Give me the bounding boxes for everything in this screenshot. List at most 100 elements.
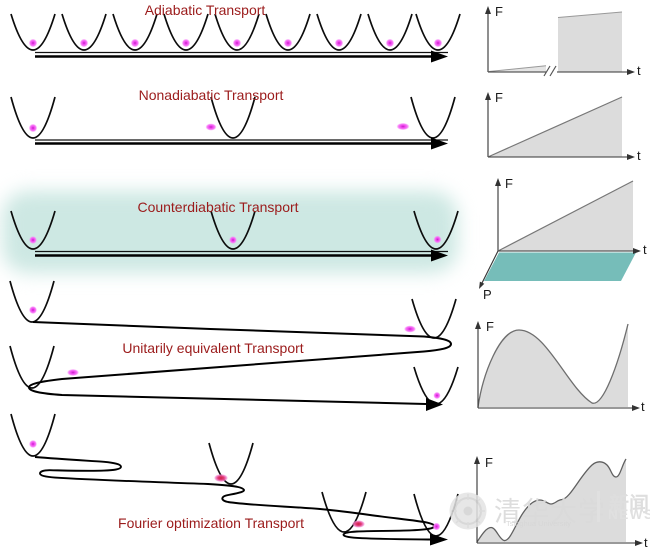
graph-fourier <box>474 456 643 546</box>
counterdiabatic-band <box>484 252 636 281</box>
particle-dot-excited <box>214 474 228 482</box>
graph1-xlabel: t <box>637 63 641 78</box>
row-counterdiabatic-wells <box>10 210 459 250</box>
zigzag-trajectory <box>27 321 453 405</box>
title-adiabatic: Adiabatic Transport <box>144 2 266 18</box>
graph-counterdiabatic <box>479 178 641 289</box>
force-curve-fill <box>477 459 626 542</box>
particle-dot <box>79 38 89 48</box>
arrowhead-icon <box>431 137 448 150</box>
title-unitarily: Unitarily equivalent Transport <box>122 340 304 356</box>
row-unitarily-particles <box>29 306 441 400</box>
axis-break-icon <box>549 65 557 77</box>
potential-well <box>413 210 459 250</box>
particle-dot <box>29 440 37 448</box>
graph2-xlabel: t <box>637 148 641 163</box>
particle-dot-excited <box>352 520 365 528</box>
particle-dot <box>433 235 442 244</box>
potential-well <box>10 210 56 250</box>
potential-well <box>208 442 254 485</box>
potential-well <box>214 13 260 51</box>
force-curve-fill <box>478 324 628 407</box>
arrowhead-icon <box>495 178 501 186</box>
particle-dot <box>433 38 443 48</box>
row-nonadiabatic-wells <box>10 96 456 139</box>
potential-well <box>210 96 256 139</box>
graph3-xlabel: t <box>643 242 647 257</box>
arrowhead-icon <box>475 321 481 329</box>
particle-dot <box>433 391 441 400</box>
graph3-ylabel: F <box>505 176 513 191</box>
potential-well <box>10 96 56 139</box>
force-curve <box>477 323 629 408</box>
particle-dot <box>334 38 344 48</box>
arrowhead-icon <box>627 69 635 75</box>
title-nonadiabatic: Nonadiabatic Transport <box>138 87 284 103</box>
particle-dot-lagging <box>205 123 217 131</box>
row-nonadiabatic-arrow <box>35 137 448 150</box>
force-curve <box>476 458 627 543</box>
arrowhead-icon <box>474 456 480 464</box>
arrowhead-icon <box>430 533 448 546</box>
arrowhead-icon <box>426 398 443 411</box>
row-nonadiabatic-particles <box>28 122 410 133</box>
potential-well <box>316 13 362 51</box>
row-unitarily-wells <box>9 280 459 405</box>
force-band <box>558 12 622 72</box>
potential-well <box>9 280 55 323</box>
potential-well <box>415 13 461 51</box>
row-adiabatic-particles <box>28 38 443 48</box>
arrowhead-icon <box>479 281 485 289</box>
particle-dot <box>130 38 140 48</box>
potential-well <box>10 413 56 457</box>
particle-dot <box>29 236 37 244</box>
potential-well <box>61 13 107 51</box>
potential-well <box>411 298 457 339</box>
particle-dot <box>432 522 441 531</box>
arrowhead-icon <box>431 50 448 63</box>
particle-dot <box>229 236 237 244</box>
row-fourier-particles <box>29 440 441 531</box>
graph-unitarily <box>475 321 640 411</box>
particle-dot <box>385 38 395 48</box>
axis-break-icon <box>543 65 551 77</box>
row-adiabatic-wells <box>10 13 461 51</box>
graph-nonadiabatic <box>485 92 635 160</box>
wiggly-trajectory <box>34 456 436 541</box>
potential-well <box>210 210 256 250</box>
potential-well <box>112 13 158 51</box>
particle-dot <box>28 38 38 48</box>
graph4-ylabel: F <box>486 319 494 334</box>
graph1-ylabel: F <box>495 4 503 19</box>
potential-well <box>410 96 456 139</box>
graph5-ylabel: F <box>485 455 493 470</box>
graph4-xlabel: t <box>641 399 645 414</box>
counterdiabatic-highlight <box>2 191 458 273</box>
graph-adiabatic <box>485 6 635 77</box>
particle-dot-lagging <box>396 122 410 131</box>
potential-well <box>265 13 311 51</box>
particle-dot <box>283 38 293 48</box>
arrowhead-icon <box>635 540 643 546</box>
potential-well <box>10 13 56 51</box>
title-fourier: Fourier optimization Transport <box>118 515 304 531</box>
potential-well <box>367 13 413 51</box>
graph2-ylabel: F <box>495 90 503 105</box>
particle-dot-displaced <box>404 325 416 333</box>
particle-dot <box>28 123 38 133</box>
title-counterdiabatic: Counterdiabatic Transport <box>137 199 299 215</box>
particle-dot <box>232 38 242 48</box>
arrowhead-icon <box>485 6 491 14</box>
potential-well <box>321 491 367 533</box>
arrowhead-icon <box>633 248 641 254</box>
arrowhead-icon <box>632 405 640 411</box>
particle-dot <box>29 306 37 314</box>
arrowhead-icon <box>485 92 491 100</box>
row-counterdiabatic-arrow <box>35 249 448 262</box>
arrowhead-icon <box>431 249 448 262</box>
graph3-zlabel: P <box>483 287 492 302</box>
potential-well <box>163 13 209 51</box>
graph5-xlabel: t <box>644 535 648 550</box>
